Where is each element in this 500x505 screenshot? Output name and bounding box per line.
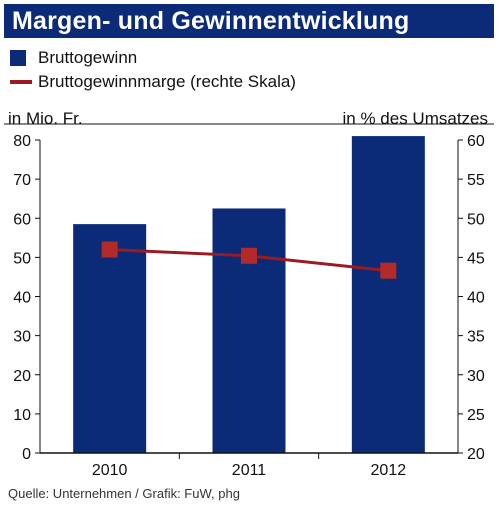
y-right-tick-label: 35 — [467, 329, 485, 346]
source-note: Quelle: Unternehmen / Grafik: FuW, phg — [8, 486, 240, 501]
x-tick-label-2012: 2012 — [371, 462, 407, 479]
bar-2012 — [351, 136, 425, 453]
y-axis-right-label: in % des Umsatzes — [342, 109, 489, 128]
y-left-tick-label: 60 — [13, 211, 31, 228]
legend-swatch-line — [10, 80, 32, 84]
legend-swatch-bar — [10, 50, 26, 66]
chart-title: Margen- und Gewinnentwicklung — [12, 7, 410, 35]
bar-2011 — [212, 208, 286, 453]
legend-label-line: Bruttogewinnmarge (rechte Skala) — [38, 72, 296, 91]
margin-marker-2011 — [241, 247, 257, 264]
bar-2010 — [73, 224, 147, 453]
y-right-tick-label: 45 — [467, 250, 485, 267]
y-right-tick-label: 40 — [467, 290, 485, 307]
legend-label-bar: Bruttogewinn — [38, 48, 138, 67]
y-left-tick-label: 20 — [13, 368, 31, 385]
y-right-tick-label: 60 — [467, 133, 485, 150]
y-left-tick-label: 0 — [22, 446, 31, 463]
y-left-tick-label: 80 — [13, 133, 31, 150]
chart-title-bar: Margen- und Gewinnentwicklung — [4, 4, 494, 38]
y-right-tick-label: 30 — [467, 368, 485, 385]
x-tick-label-2011: 2011 — [232, 462, 267, 479]
y-right-tick-label: 50 — [467, 211, 485, 228]
y-axis-left-label: in Mio. Fr. — [8, 109, 83, 128]
y-left-tick-label: 50 — [13, 250, 31, 267]
x-tick-label-2010: 2010 — [92, 462, 128, 479]
y-left-tick-label: 40 — [13, 290, 31, 307]
margin-marker-2010 — [101, 241, 118, 258]
y-right-tick-label: 20 — [467, 446, 485, 463]
y-left-tick-label: 10 — [13, 407, 31, 424]
y-left-tick-label: 70 — [13, 172, 31, 189]
margin-marker-2012 — [380, 262, 397, 279]
y-right-tick-label: 25 — [467, 407, 485, 424]
y-right-tick-label: 55 — [467, 172, 485, 189]
y-left-tick-label: 30 — [13, 329, 31, 346]
